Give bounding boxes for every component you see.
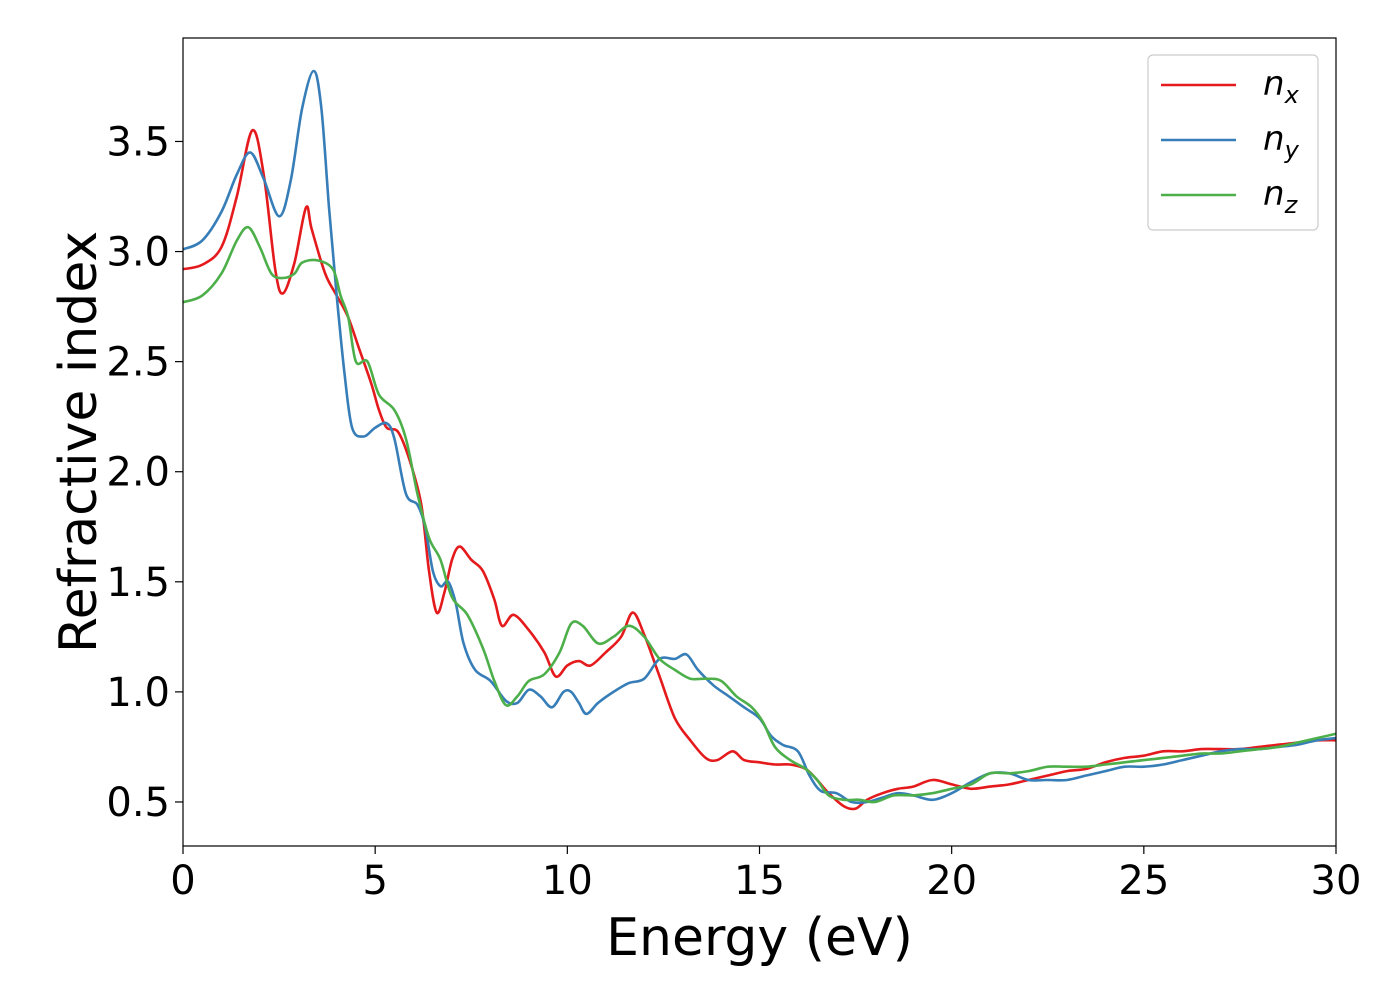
x-axis-ticks: 0 5 10 15 20 25 30 [170, 846, 1361, 904]
x-tick-label: 20 [926, 858, 977, 904]
y-tick-label: 0.5 [106, 780, 170, 826]
legend-label-nz: nz [1263, 174, 1299, 219]
y-tick-label: 2.5 [106, 340, 170, 386]
x-tick-label: 0 [170, 858, 195, 904]
x-tick-label: 5 [362, 858, 387, 904]
series-line-nx [183, 129, 1336, 811]
y-tick-label: 1.5 [106, 560, 170, 606]
x-axis-label: Energy (eV) [606, 908, 913, 968]
y-tick-label: 1.0 [106, 670, 170, 716]
legend-label-ny: ny [1263, 119, 1300, 164]
y-tick-label: 2.0 [106, 450, 170, 496]
series-layer [183, 69, 1336, 811]
x-tick-label: 15 [734, 858, 785, 904]
series-line-ny [183, 69, 1336, 805]
legend-label-nx: nx [1263, 64, 1300, 109]
legend: nx ny nz [1147, 54, 1319, 231]
y-tick-label: 3.0 [106, 230, 170, 276]
y-axis-label: Refractive index [49, 231, 109, 653]
legend-box [1147, 54, 1319, 231]
x-tick-label: 30 [1311, 858, 1362, 904]
y-axis-ticks: 0.5 1.0 1.5 2.0 2.5 3.0 3.5 [106, 119, 183, 826]
x-tick-label: 25 [1118, 858, 1169, 904]
x-tick-label: 10 [542, 858, 593, 904]
series-line-nz [183, 225, 1336, 804]
y-tick-label: 3.5 [106, 119, 170, 165]
